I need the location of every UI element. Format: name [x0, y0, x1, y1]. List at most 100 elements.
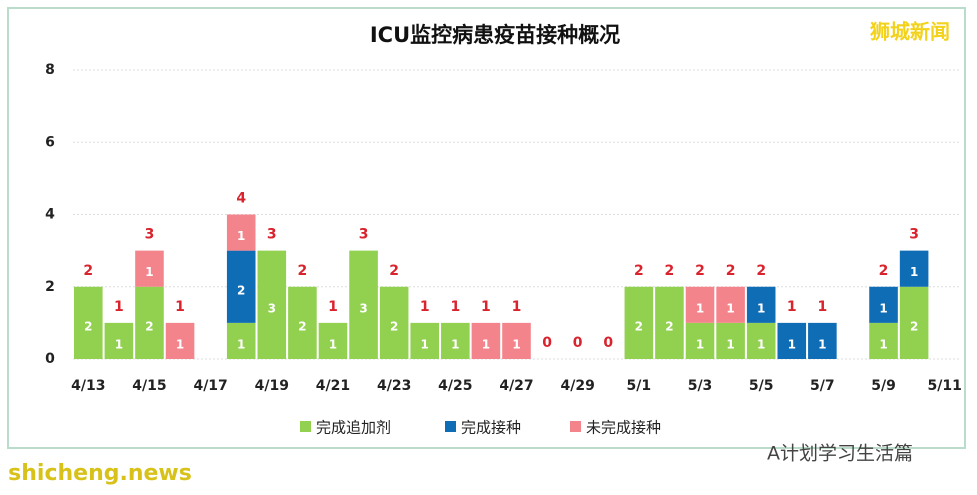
total-label: 1 — [512, 299, 522, 315]
x-tick-label: 4/23 — [377, 378, 411, 394]
x-tick-label: 4/21 — [316, 378, 350, 394]
segment-label: 1 — [451, 337, 459, 351]
chart-title: ICU监控病患疫苗接种概况 — [370, 23, 620, 47]
total-label: 2 — [756, 263, 766, 279]
total-label: 0 — [573, 335, 583, 351]
x-tick-label: 4/27 — [499, 378, 533, 394]
segment-label: 2 — [635, 319, 643, 333]
segment-label: 1 — [482, 337, 490, 351]
bar-segment — [441, 322, 470, 359]
bar-segment — [869, 322, 898, 359]
bar-segment — [226, 214, 256, 251]
total-label: 1 — [817, 299, 827, 315]
segment-label: 1 — [879, 337, 887, 351]
x-tick-label: 4/25 — [438, 378, 472, 394]
total-label: 3 — [359, 227, 369, 243]
bar-segment — [808, 322, 837, 359]
y-tick-label: 4 — [45, 207, 55, 223]
total-label: 2 — [695, 263, 705, 279]
total-label: 1 — [328, 299, 338, 315]
bar-segment — [624, 286, 654, 359]
total-label: 3 — [145, 227, 155, 243]
segment-label: 1 — [788, 337, 796, 351]
bar-segment — [716, 322, 745, 359]
bar-segment — [135, 250, 164, 287]
bar-segment — [716, 286, 745, 323]
bar-segment — [655, 286, 684, 359]
segment-label: 1 — [115, 337, 123, 351]
segment-label: 1 — [512, 337, 520, 351]
segment-label: 2 — [665, 319, 673, 333]
total-label: 0 — [603, 335, 613, 351]
segment-label: 1 — [879, 301, 887, 315]
legend-swatch — [300, 421, 311, 432]
bar-segment — [288, 286, 317, 359]
total-label: 1 — [481, 299, 491, 315]
total-label: 2 — [665, 263, 675, 279]
total-label: 2 — [726, 263, 736, 279]
site-watermark: shicheng.news — [8, 461, 192, 486]
total-label: 2 — [298, 263, 308, 279]
y-tick-label: 8 — [45, 62, 55, 78]
bar-segment — [685, 322, 715, 359]
segment-label: 1 — [818, 337, 826, 351]
x-tick-label: 5/11 — [928, 378, 962, 394]
total-label: 1 — [114, 299, 124, 315]
segment-label: 1 — [696, 301, 704, 315]
total-label: 2 — [83, 263, 93, 279]
bar-segment — [226, 250, 256, 323]
bar-segment — [379, 286, 409, 359]
total-label: 0 — [542, 335, 552, 351]
total-label: 3 — [909, 227, 919, 243]
x-tick-label: 4/15 — [132, 378, 166, 394]
segment-label: 2 — [237, 283, 245, 297]
bar-segment — [104, 322, 134, 359]
x-tick-label: 5/9 — [871, 378, 896, 394]
legend-label: 完成追加剂 — [316, 419, 391, 437]
chart-frame — [7, 7, 966, 449]
segment-label: 1 — [726, 337, 734, 351]
total-label: 1 — [787, 299, 797, 315]
brand-watermark: 狮城新闻 — [870, 20, 950, 44]
total-label: 1 — [450, 299, 460, 315]
segment-label: 1 — [696, 337, 704, 351]
segment-label: 1 — [910, 265, 918, 279]
legend-swatch — [570, 421, 581, 432]
total-label: 2 — [389, 263, 399, 279]
bar-segment — [257, 250, 287, 359]
legend-label: 未完成接种 — [586, 419, 661, 437]
account-watermark: A计划学习生活篇 — [767, 443, 913, 465]
total-label: 2 — [634, 263, 644, 279]
segment-label: 1 — [757, 337, 765, 351]
x-tick-label: 5/1 — [627, 378, 652, 394]
segment-label: 2 — [910, 319, 918, 333]
bar-segment — [349, 250, 378, 359]
y-tick-label: 0 — [45, 351, 55, 367]
legend-swatch — [445, 421, 456, 432]
segment-label: 1 — [421, 337, 429, 351]
bar-segment — [777, 322, 807, 359]
bar-segment — [899, 286, 929, 359]
x-tick-label: 5/5 — [749, 378, 774, 394]
segment-label: 1 — [237, 337, 245, 351]
segment-label: 2 — [84, 319, 92, 333]
bar-segment — [226, 322, 256, 359]
x-tick-label: 4/19 — [255, 378, 289, 394]
bar-segment — [746, 322, 776, 359]
y-tick-label: 2 — [45, 279, 55, 295]
total-label: 1 — [420, 299, 430, 315]
segment-label: 2 — [298, 319, 306, 333]
bar-segment — [685, 286, 715, 323]
bar-segment — [410, 322, 440, 359]
segment-label: 1 — [726, 301, 734, 315]
bar-segment — [899, 250, 929, 287]
segment-label: 1 — [757, 301, 765, 315]
segment-label: 1 — [329, 337, 337, 351]
segment-label: 1 — [145, 265, 153, 279]
y-tick-label: 6 — [45, 134, 55, 150]
bar-segment — [74, 286, 103, 359]
total-label: 4 — [236, 191, 246, 207]
total-label: 3 — [267, 227, 277, 243]
legend-label: 完成接种 — [461, 419, 521, 437]
